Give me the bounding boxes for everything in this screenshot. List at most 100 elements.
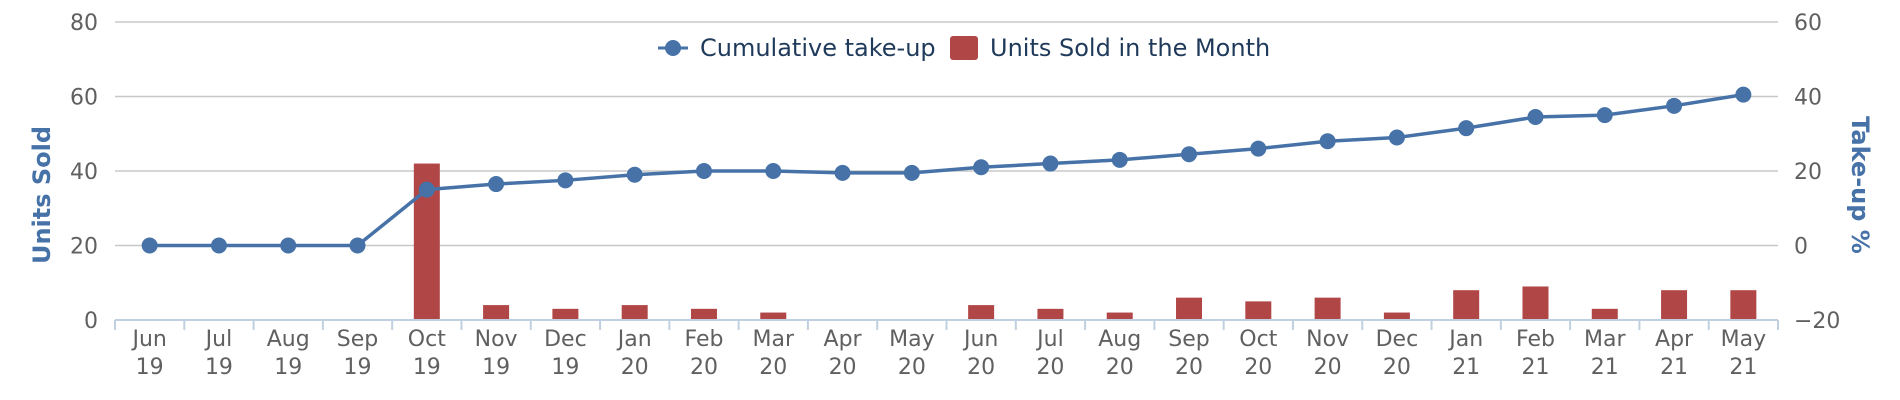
x-tick-label-month: Jan bbox=[616, 327, 652, 352]
bar bbox=[483, 305, 510, 320]
line-series bbox=[141, 86, 1752, 254]
x-tick-label-month: Feb bbox=[1516, 327, 1555, 352]
x-tick-label-month: May bbox=[889, 327, 934, 352]
x-tick-label-month: Mar bbox=[753, 327, 795, 352]
legend-item-cumulative-take-up[interactable]: Cumulative take-up bbox=[658, 34, 936, 62]
x-tick-label-year: 20 bbox=[1244, 355, 1272, 380]
x-tick-label-month: Mar bbox=[1584, 327, 1626, 352]
legend-item-units-sold[interactable]: Units Sold in the Month bbox=[950, 34, 1270, 62]
x-tick-label-month: Jul bbox=[1035, 327, 1064, 352]
x-tick-label-month: Jun bbox=[130, 327, 166, 352]
line-point bbox=[1181, 146, 1198, 163]
x-tick-label-month: Dec bbox=[1376, 327, 1419, 352]
bar bbox=[1522, 286, 1549, 320]
left-tick-label: 0 bbox=[84, 309, 98, 334]
right-axis: −20 0 20 40 60 bbox=[1794, 11, 1840, 334]
x-tick-label-year: 20 bbox=[690, 355, 718, 380]
bar bbox=[1245, 301, 1272, 320]
bar bbox=[621, 305, 648, 320]
x-tick-label-year: 20 bbox=[898, 355, 926, 380]
line-point bbox=[834, 164, 851, 181]
line-point bbox=[1666, 97, 1683, 114]
x-tick-label-year: 19 bbox=[482, 355, 510, 380]
bar bbox=[968, 305, 995, 320]
x-tick-label-month: Apr bbox=[1655, 327, 1694, 352]
line-point bbox=[210, 237, 227, 254]
right-tick-label: −20 bbox=[1794, 309, 1840, 334]
right-tick-label: 0 bbox=[1794, 235, 1808, 260]
line-point bbox=[695, 163, 712, 179]
x-tick-label-month: Nov bbox=[1306, 327, 1349, 352]
x-tick-label-year: 20 bbox=[1106, 355, 1134, 380]
bar bbox=[760, 312, 787, 320]
line-point bbox=[765, 163, 782, 179]
x-tick-label-year: 19 bbox=[274, 355, 302, 380]
bar bbox=[552, 308, 579, 320]
line-point bbox=[1042, 155, 1059, 172]
x-tick-label-month: Feb bbox=[685, 327, 724, 352]
x-tick-label-year: 20 bbox=[1175, 355, 1203, 380]
x-tick-label-month: Jan bbox=[1447, 327, 1483, 352]
legend-swatch-units-sold bbox=[950, 36, 978, 60]
x-tick-label-year: 19 bbox=[344, 355, 372, 380]
bar bbox=[1176, 297, 1203, 320]
x-tick-label-month: Sep bbox=[337, 327, 378, 352]
left-tick-label: 20 bbox=[70, 235, 98, 260]
line-point bbox=[1735, 86, 1752, 103]
line-point bbox=[1319, 133, 1336, 150]
x-axis: Jun 19 Jul 19 Aug 19 Sep 19 Oct 19 Nov 19 Dec 19 Jan 20… bbox=[114, 319, 1779, 380]
bar bbox=[1383, 312, 1410, 320]
bar bbox=[1314, 297, 1341, 320]
left-tick-label: 60 bbox=[70, 86, 98, 111]
right-tick-label: 60 bbox=[1794, 11, 1822, 36]
left-tick-label: 40 bbox=[70, 160, 98, 185]
line-point bbox=[626, 166, 643, 183]
right-tick-label: 40 bbox=[1794, 86, 1822, 111]
line-point bbox=[1458, 120, 1475, 137]
x-tick-label-year: 20 bbox=[1383, 355, 1411, 380]
legend-label-units-sold: Units Sold in the Month bbox=[990, 34, 1270, 62]
x-tick-label-month: Nov bbox=[475, 327, 518, 352]
bar bbox=[1661, 290, 1688, 320]
x-tick-label-month: May bbox=[1721, 327, 1766, 352]
bar bbox=[1037, 308, 1064, 320]
line-point bbox=[141, 237, 158, 254]
x-tick-label-year: 20 bbox=[829, 355, 857, 380]
line-point bbox=[488, 176, 505, 193]
line-point bbox=[903, 164, 920, 181]
left-axis-title: Units Sold bbox=[28, 126, 56, 264]
x-tick-label-year: 20 bbox=[759, 355, 787, 380]
x-tick-label-month: Dec bbox=[544, 327, 587, 352]
x-tick-label-year: 19 bbox=[205, 355, 233, 380]
left-axis: 0 20 40 60 80 bbox=[70, 11, 98, 334]
bar bbox=[1453, 290, 1480, 320]
legend-label-cumulative: Cumulative take-up bbox=[700, 34, 936, 62]
x-tick-label-month: Oct bbox=[1239, 327, 1277, 352]
legend[interactable]: Cumulative take-up Units Sold in the Mon… bbox=[658, 34, 1270, 62]
x-tick-label-year: 20 bbox=[621, 355, 649, 380]
line-point bbox=[1250, 140, 1267, 157]
line-point bbox=[973, 159, 990, 176]
legend-dot-marker bbox=[665, 40, 681, 56]
line-point bbox=[557, 172, 574, 189]
x-tick-label-month: Sep bbox=[1168, 327, 1209, 352]
x-tick-label-month: Jul bbox=[204, 327, 233, 352]
left-tick-label: 80 bbox=[70, 11, 98, 36]
x-tick-label-year: 19 bbox=[413, 355, 441, 380]
bar bbox=[1106, 312, 1133, 320]
line-point bbox=[349, 237, 366, 254]
x-tick-label-year: 21 bbox=[1521, 355, 1549, 380]
line-point bbox=[280, 237, 297, 254]
x-tick-label-year: 20 bbox=[1314, 355, 1342, 380]
line-point bbox=[418, 181, 435, 198]
x-tick-label-month: Aug bbox=[1098, 327, 1141, 352]
x-tick-label-month: Apr bbox=[824, 327, 863, 352]
bar bbox=[690, 308, 717, 320]
x-tick-label-year: 20 bbox=[967, 355, 995, 380]
x-tick-label-year: 19 bbox=[551, 355, 579, 380]
x-tick-label-month: Oct bbox=[408, 327, 446, 352]
bar-series bbox=[413, 163, 1757, 320]
x-tick-label-year: 21 bbox=[1452, 355, 1480, 380]
bar bbox=[1591, 308, 1618, 320]
